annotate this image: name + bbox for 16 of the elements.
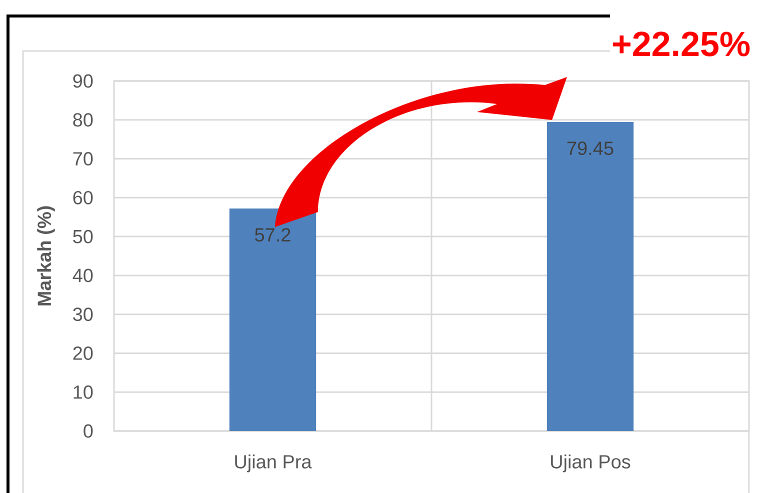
y-tick-label: 90	[73, 74, 93, 88]
data-label: 57.2	[255, 228, 290, 242]
y-axis-title: Markah (%)	[37, 206, 55, 306]
y-tick-label: 30	[73, 308, 93, 322]
y-tick-label: 60	[73, 190, 93, 204]
y-tick-label: 80	[73, 113, 93, 127]
y-tick-label: 70	[73, 152, 93, 166]
x-tick-label: Ujian Pos	[551, 454, 630, 472]
text: +22.25%	[612, 32, 750, 56]
data-label: 79.45	[567, 142, 614, 156]
y-tick-label: 0	[84, 424, 93, 438]
y-tick-label: 40	[72, 268, 93, 282]
y-tick-label: 10	[74, 385, 93, 399]
y-tick-label: 50	[73, 230, 93, 244]
x-tick-label: Ujian Pra	[235, 454, 312, 472]
y-tick-label: 20	[73, 346, 93, 360]
